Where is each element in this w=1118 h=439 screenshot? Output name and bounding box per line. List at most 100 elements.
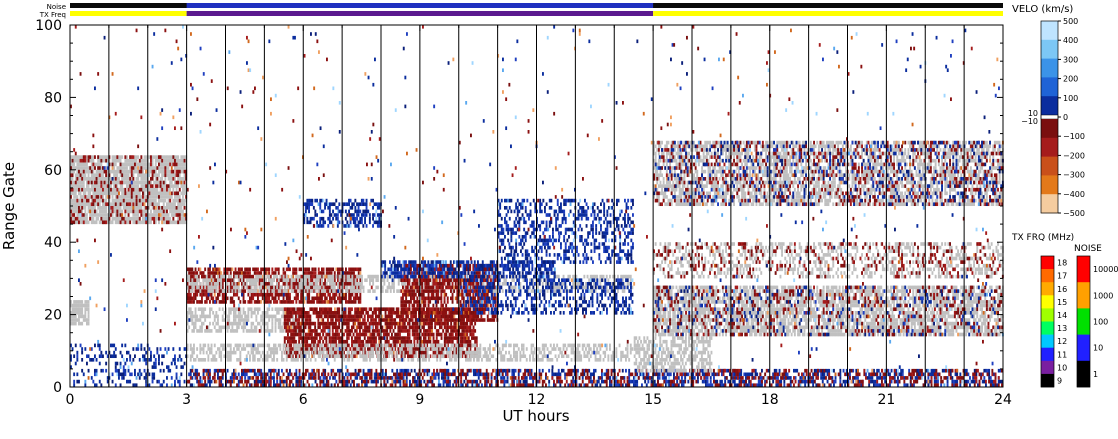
heatmap-cell — [155, 358, 157, 362]
heatmap-cell — [351, 278, 353, 282]
heatmap-cell — [558, 275, 560, 279]
heatmap-cell — [145, 376, 147, 380]
heatmap-cell — [158, 380, 160, 384]
heatmap-cell — [308, 278, 310, 282]
heatmap-cell — [367, 311, 369, 315]
heatmap-cell — [441, 318, 443, 322]
heatmap-cell — [365, 322, 367, 326]
heatmap-cell — [214, 318, 216, 322]
heatmap-cell — [120, 206, 122, 210]
heatmap-cell — [139, 376, 141, 380]
heatmap-cell — [91, 195, 93, 199]
heatmap-cell — [140, 170, 142, 174]
heatmap-cell — [412, 318, 414, 322]
heatmap-cell — [322, 318, 324, 322]
heatmap-cell — [251, 315, 253, 319]
heatmap-cell — [211, 307, 213, 311]
heatmap-cell — [369, 289, 371, 293]
heatmap-cell — [445, 333, 447, 337]
heatmap-cell — [203, 311, 205, 315]
heatmap-cell — [137, 347, 139, 351]
heatmap-cell — [102, 188, 104, 192]
heatmap-cell — [81, 351, 83, 355]
heatmap-cell — [80, 173, 82, 177]
heatmap-cell — [347, 289, 349, 293]
heatmap-cell — [161, 206, 163, 210]
heatmap-cell — [212, 297, 214, 301]
heatmap-cell — [112, 210, 114, 214]
heatmap-cell — [228, 315, 230, 319]
heatmap-cell — [163, 380, 165, 384]
heatmap-cell — [92, 159, 94, 163]
heatmap-cell — [361, 278, 363, 282]
heatmap-cell — [139, 217, 141, 221]
heatmap-cell — [222, 307, 224, 311]
heatmap-cell — [409, 336, 411, 340]
heatmap-cell — [292, 289, 294, 293]
heatmap-cell — [179, 347, 181, 351]
heatmap-cell — [247, 318, 249, 322]
heatmap-cell — [112, 221, 114, 225]
heatmap-cell — [431, 311, 433, 315]
heatmap-cell — [493, 318, 495, 322]
heatmap-cell — [474, 329, 476, 333]
heatmap-cell — [349, 311, 351, 315]
heatmap-cell — [214, 326, 216, 330]
heatmap-cell — [338, 322, 340, 326]
heatmap-cell — [73, 380, 75, 384]
heatmap-cell — [212, 289, 214, 293]
heatmap-cell — [115, 163, 117, 167]
heatmap-cell — [246, 282, 248, 286]
heatmap-cell — [311, 347, 313, 351]
heatmap-cell — [243, 297, 245, 301]
heatmap-cell — [145, 383, 147, 387]
heatmap-cell — [126, 166, 128, 170]
heatmap-cell — [260, 300, 262, 304]
heatmap-cell — [88, 159, 90, 163]
heatmap-cell — [131, 173, 133, 177]
heatmap-cell — [283, 297, 285, 301]
heatmap-cell — [116, 188, 118, 192]
heatmap-cell — [128, 213, 130, 217]
heatmap-cell — [214, 293, 216, 297]
heatmap-cell — [607, 278, 609, 282]
heatmap-cell — [391, 275, 393, 279]
heatmap-cell — [140, 188, 142, 192]
heatmap-cell — [369, 329, 371, 333]
heatmap-cell — [297, 278, 299, 282]
noise-strip — [70, 3, 1003, 8]
heatmap-cell — [466, 333, 468, 337]
heatmap-cell — [289, 318, 291, 322]
heatmap-cell — [97, 195, 99, 199]
heatmap-cell — [295, 271, 297, 275]
heatmap-cell — [115, 202, 117, 206]
heatmap-cell — [89, 217, 91, 221]
heatmap-cell — [83, 213, 85, 217]
heatmap-cell — [140, 213, 142, 217]
heatmap-cell — [110, 181, 112, 185]
heatmap-cell — [195, 307, 197, 311]
heatmap-cell — [196, 282, 198, 286]
heatmap-cell — [88, 318, 90, 322]
heatmap-cell — [217, 315, 219, 319]
heatmap-cell — [390, 289, 392, 293]
heatmap-cell — [314, 340, 316, 344]
heatmap-cell — [198, 286, 200, 290]
heatmap-cell — [84, 159, 86, 163]
heatmap-cell — [73, 221, 75, 225]
heatmap-cell — [271, 307, 273, 311]
heatmap-cell — [255, 289, 257, 293]
heatmap-cell — [322, 340, 324, 344]
heatmap-cell — [361, 315, 363, 319]
heatmap-cell — [353, 333, 355, 337]
heatmap-cell — [437, 307, 439, 311]
heatmap-cell — [345, 268, 347, 272]
heatmap-cell — [94, 210, 96, 214]
heatmap-cell — [148, 383, 150, 387]
heatmap-cell — [131, 373, 133, 377]
heatmap-cell — [105, 170, 107, 174]
heatmap-cell — [357, 351, 359, 355]
heatmap-cell — [316, 282, 318, 286]
heatmap-cell — [281, 326, 283, 330]
heatmap-cell — [129, 221, 131, 225]
